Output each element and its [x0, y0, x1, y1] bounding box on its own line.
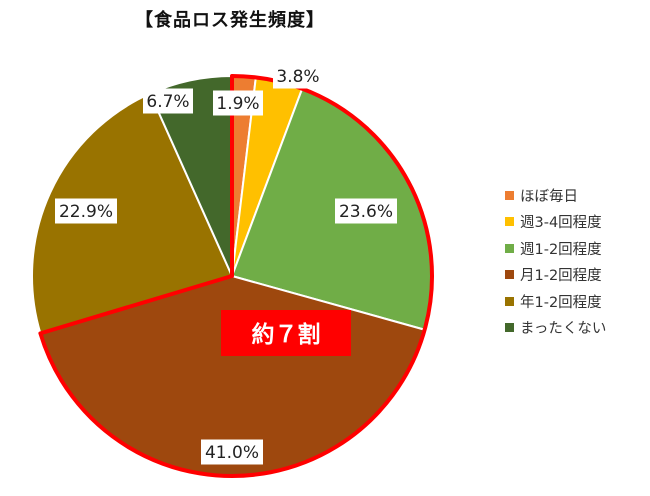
svg-text:41.0%: 41.0% [205, 443, 259, 463]
data-label-5: 6.7% [143, 88, 193, 114]
legend-swatch [505, 270, 514, 280]
data-label-0: 1.9% [213, 90, 263, 116]
legend-label: 月1-2回程度 [520, 268, 602, 285]
svg-text:22.9%: 22.9% [59, 202, 113, 222]
svg-text:3.8%: 3.8% [276, 67, 319, 87]
legend-item-3: 月1-2回程度 [505, 262, 606, 289]
legend-label: 週3-4回程度 [520, 215, 602, 232]
legend-swatch [505, 243, 514, 253]
pie-slice-4 [31, 92, 234, 335]
legend: ほぼ毎日週3-4回程度 週1-2回程度 月1-2回程度 年1-2回程度 まったくない [505, 182, 606, 341]
legend-swatch [505, 190, 514, 200]
highlight-outline [38, 74, 434, 478]
svg-text:1.9%: 1.9% [216, 94, 259, 114]
data-label-3: 41.0% [201, 439, 263, 465]
annotation-box: 約７割 [221, 310, 351, 356]
legend-label: まったくない [520, 321, 607, 338]
data-label-2: 23.6% [335, 198, 397, 224]
svg-text:23.6%: 23.6% [339, 202, 393, 222]
legend-item-1: 週3-4回程度 [505, 209, 606, 236]
svg-text:6.7%: 6.7% [146, 92, 189, 112]
legend-label: 週1-2回程度 [520, 241, 602, 258]
legend-item-5: まったくない [505, 315, 606, 342]
data-label-1: 3.8% [273, 63, 323, 89]
data-label-4: 22.9% [55, 198, 117, 224]
legend-swatch [505, 296, 514, 306]
legend-swatch [505, 217, 514, 227]
chart-title: 【食品ロス発生頻度】 [135, 10, 325, 31]
legend-swatch [505, 323, 514, 333]
svg-text:約７割: 約７割 [252, 321, 321, 348]
legend-label: ほぼ毎日 [520, 188, 578, 205]
legend-label: 年1-2回程度 [520, 294, 602, 311]
legend-item-2: 週1-2回程度 [505, 235, 606, 262]
legend-item-4: 年1-2回程度 [505, 288, 606, 315]
legend-item-0: ほぼ毎日 [505, 182, 606, 209]
